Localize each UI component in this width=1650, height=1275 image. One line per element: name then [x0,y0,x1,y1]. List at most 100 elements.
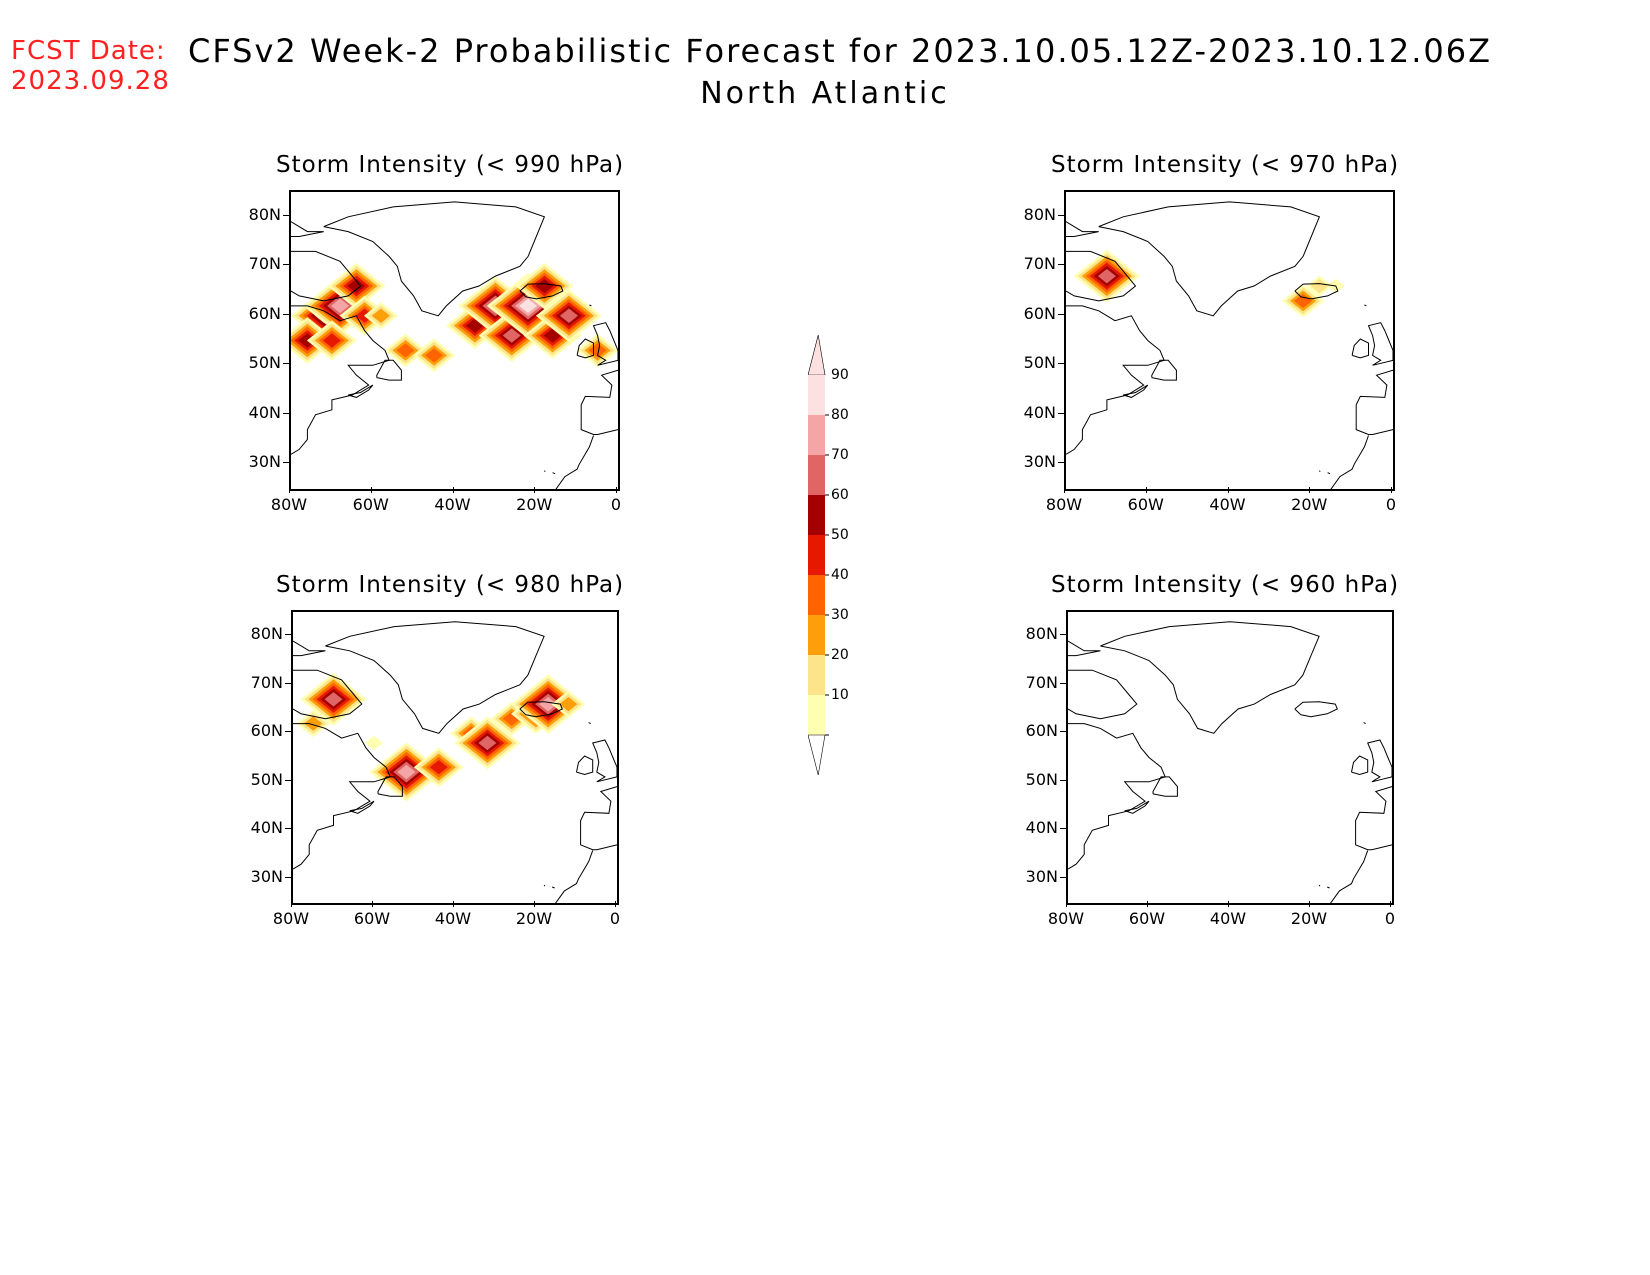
forecast-date-value: 2023.09.28 [11,66,170,96]
lat-label: 30N [1023,452,1056,472]
coastline [293,640,326,657]
lat-label: 60N [1023,303,1056,323]
coastline [293,723,391,870]
coastline [377,776,403,797]
coastline [1367,739,1392,783]
lon-tick [1064,487,1065,493]
colorbar-segment [808,615,825,655]
lat-tick [285,731,291,733]
lon-label: 60W [352,495,389,514]
coastline [1364,304,1367,307]
lon-label: 80W [1045,495,1083,514]
probability-contour [1310,278,1329,294]
lat-tick [1060,779,1066,781]
coastline [293,669,363,720]
probability-contour [502,328,521,343]
probability-contour [396,343,415,358]
map-panel-980 [291,610,619,905]
lon-label: 60W [353,909,391,928]
coastline [1351,755,1369,776]
probability-field [291,262,618,373]
colorbar-segment [808,495,825,535]
coastline [588,722,591,725]
lon-label: 60W [1127,495,1164,514]
lon-label: 20W [1290,909,1328,928]
lon-tick [1390,901,1391,907]
lat-tick [1058,462,1064,464]
lon-label: 0 [609,909,621,928]
lon-label: 20W [515,909,553,928]
coastline [576,338,594,359]
probability-field [1073,249,1345,318]
coastline [1068,669,1138,720]
coastline [519,283,564,300]
coastline [1151,359,1177,381]
probability-contour [519,298,538,314]
lat-label: 30N [1025,866,1058,886]
colorbar-segment [808,695,825,735]
colorbar-segment [808,655,825,695]
map-canvas [1066,201,1393,489]
lon-tick [1309,901,1310,907]
lat-tick [285,634,291,636]
probability-contour [347,278,366,294]
coastline [544,470,546,473]
map-canvas [1068,621,1392,903]
probability-contour [331,298,350,314]
coastline [1123,384,1149,398]
coastline [1318,884,1321,887]
map-panel-960 [1066,610,1394,905]
coastline [291,221,324,237]
lon-label: 80W [272,909,310,928]
coastline [1066,250,1137,302]
colorbar-segment [808,575,825,615]
coastline [325,621,545,734]
lat-tick [283,363,289,365]
colorbar-label: 70 [831,447,849,463]
coastline [589,304,592,307]
lon-tick [1391,487,1392,493]
lon-label: 40W [1209,909,1247,928]
coastline [376,359,402,381]
coastline [291,305,390,455]
probability-contour [535,278,554,294]
lat-label: 40N [250,818,283,838]
lat-tick [283,214,289,216]
colorbar-label: 60 [831,487,849,503]
probability-contour [425,348,444,363]
lat-label: 80N [1025,624,1058,644]
lon-tick [370,487,372,493]
lat-label: 70N [248,254,281,274]
colorbar-segment [808,455,825,495]
lon-tick [372,901,373,907]
colorbar-bottom-arrow [807,734,826,776]
lat-tick [285,828,291,830]
lat-tick [1058,313,1064,315]
colorbar-segment [808,415,825,455]
coastline [543,884,546,887]
coastline [1066,221,1099,237]
colorbar-label: 80 [831,407,849,423]
lat-tick [1060,731,1066,733]
lat-tick [1060,634,1066,636]
probability-contour [371,308,390,323]
lat-label: 60N [1025,721,1058,741]
lat-label: 80N [1023,204,1056,224]
lat-label: 60N [250,721,283,741]
coastline [1098,201,1321,317]
lon-tick [1228,901,1229,907]
lon-label: 80W [1047,909,1085,928]
lon-tick [452,487,454,493]
panel-title-960: Storm Intensity (< 960 hPa) [1051,572,1400,598]
colorbar-canvas [807,334,829,776]
coastline [1152,776,1178,797]
lat-tick [1058,363,1064,365]
lon-label: 40W [434,495,471,514]
lat-label: 50N [248,353,281,373]
coastline [1294,701,1338,718]
colorbar-top-arrow [807,334,826,376]
coastline [1068,723,1166,870]
lat-tick [1060,828,1066,830]
probability-contour [1097,268,1116,284]
probability-contour [1294,293,1313,309]
